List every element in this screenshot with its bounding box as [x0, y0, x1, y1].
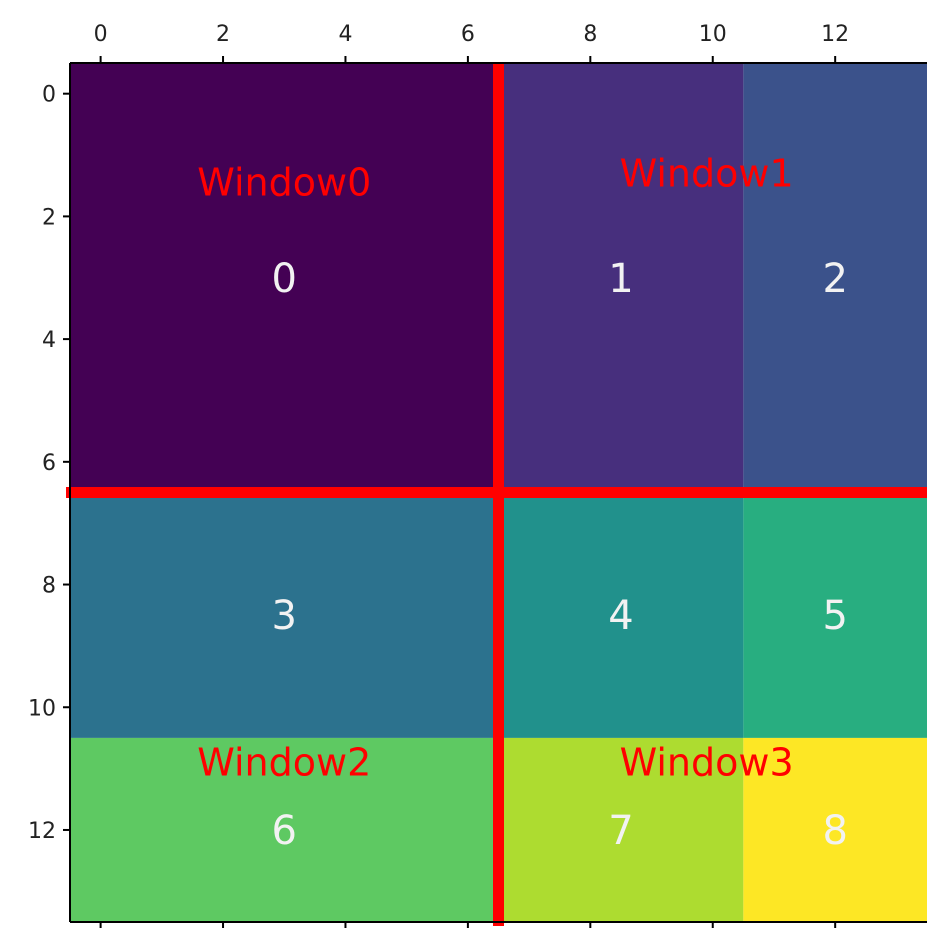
heatmap-cell-6 — [70, 737, 499, 922]
y-tick-label: 2 — [42, 205, 56, 230]
x-tick-label: 4 — [338, 22, 352, 47]
window-labels: Window0 Window1 Window2 Window3 — [197, 151, 793, 784]
cell-value-label: 5 — [822, 593, 847, 639]
cell-value-label: 4 — [608, 593, 633, 639]
heatmap-cell-2 — [743, 63, 927, 493]
cell-value-label: 6 — [272, 808, 297, 854]
window-label: Window2 — [197, 740, 371, 784]
x-tick-label: 8 — [583, 22, 597, 47]
x-tick-label: 12 — [821, 22, 849, 47]
cell-value-label: 2 — [822, 256, 847, 302]
heatmap-cell-4 — [498, 492, 744, 738]
window-label: Window3 — [620, 740, 794, 784]
cell-value-label: 3 — [272, 593, 297, 639]
cell-value-label: 1 — [608, 256, 633, 302]
heatmap-cell-8 — [743, 737, 927, 922]
window-dividers — [66, 63, 927, 926]
y-tick-label: 6 — [42, 451, 56, 476]
y-tick-label: 4 — [42, 328, 56, 353]
heatmap-cells — [70, 63, 927, 922]
y-tick-label: 0 — [42, 83, 56, 108]
cell-value-label: 8 — [822, 808, 847, 854]
heatmap-cell-7 — [498, 737, 744, 922]
x-tick-label: 10 — [699, 22, 727, 47]
y-tick-label: 8 — [42, 574, 56, 599]
heatmap-cell-3 — [70, 492, 499, 738]
x-tick-label: 0 — [94, 22, 108, 47]
heatmap-cell-5 — [743, 492, 927, 738]
heatmap-cell-0 — [70, 63, 499, 493]
window-label: Window1 — [620, 151, 794, 195]
cell-value-label: 0 — [272, 256, 297, 302]
heatmap-cell-1 — [498, 63, 744, 493]
x-tick-label: 2 — [216, 22, 230, 47]
x-tick-label: 6 — [461, 22, 475, 47]
cell-value-label: 7 — [608, 808, 633, 854]
y-tick-label: 12 — [28, 819, 56, 844]
y-tick-label: 10 — [28, 696, 56, 721]
window-label: Window0 — [197, 161, 371, 205]
cell-labels: 0 1 2 3 4 5 6 7 8 — [272, 256, 848, 854]
